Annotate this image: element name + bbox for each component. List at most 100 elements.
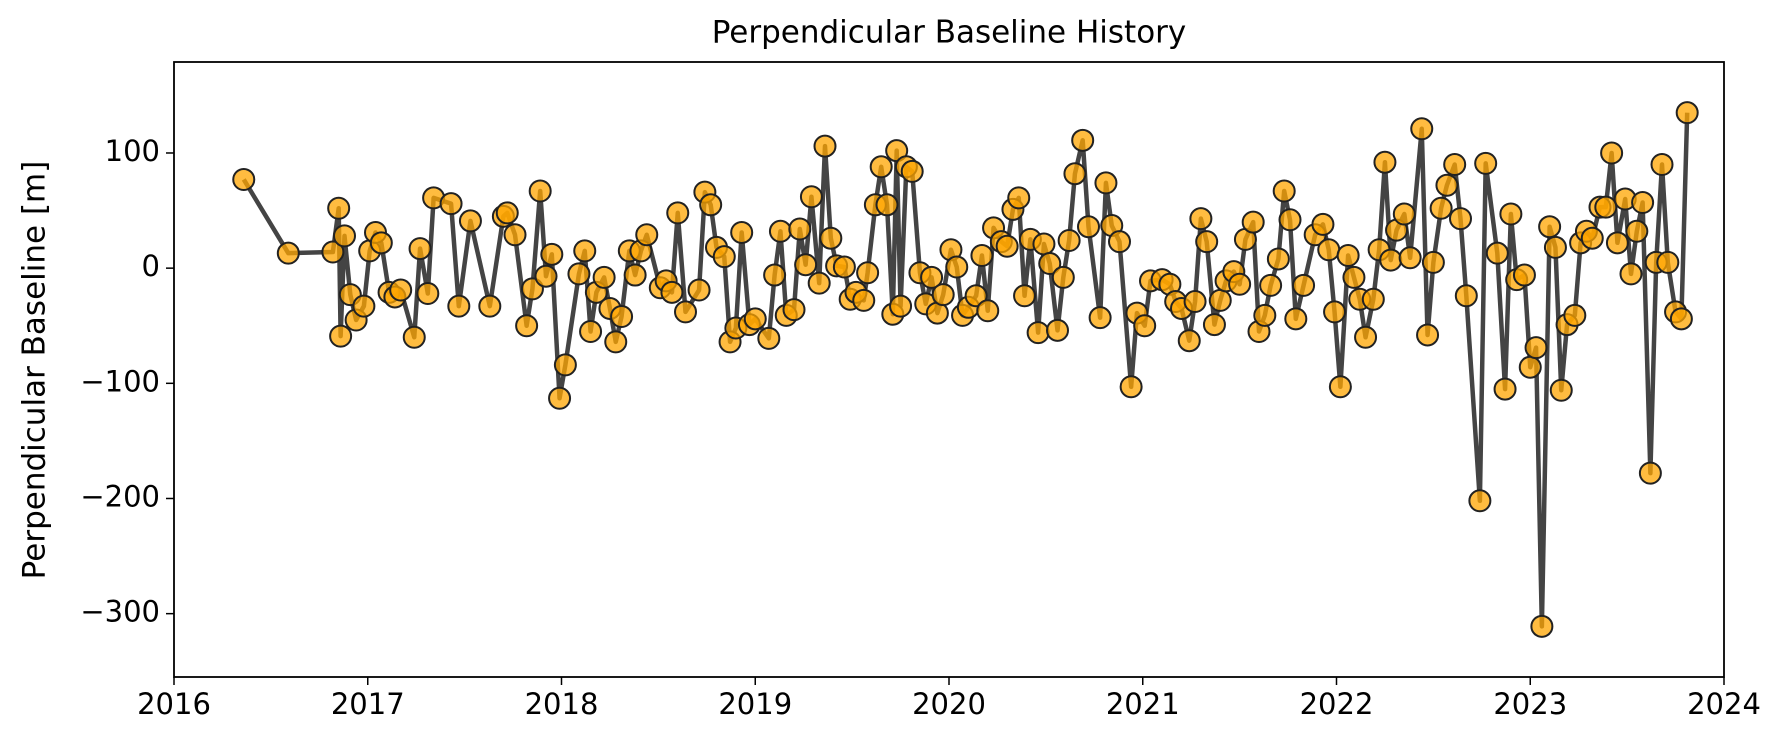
- data-point: [1392, 202, 1416, 226]
- data-point: [712, 245, 736, 269]
- data-point: [579, 319, 603, 343]
- y-tick-label: 100: [105, 134, 160, 168]
- data-point: [1625, 219, 1649, 243]
- data-point: [1119, 375, 1143, 399]
- data-point: [604, 330, 628, 354]
- data-point: [1108, 230, 1131, 254]
- data-point: [889, 294, 913, 318]
- data-point: [763, 263, 787, 287]
- x-tick-label: 2018: [525, 687, 599, 721]
- data-point: [1619, 262, 1643, 286]
- data-point: [439, 192, 463, 216]
- series-line: [241, 112, 1690, 629]
- data-point: [1202, 313, 1226, 337]
- x-tick-label: 2019: [718, 687, 792, 721]
- x-tick-label: 2024: [1687, 687, 1761, 721]
- data-point: [534, 264, 558, 288]
- data-point: [1650, 153, 1674, 176]
- data-point: [1241, 210, 1265, 234]
- data-point: [1177, 329, 1201, 353]
- data-point: [1638, 461, 1662, 485]
- data-point: [819, 226, 843, 250]
- data-point: [1032, 232, 1056, 256]
- data-point: [1499, 202, 1523, 226]
- data-point: [970, 243, 994, 267]
- data-point: [369, 231, 393, 255]
- data-point: [1026, 321, 1050, 345]
- data-point: [1416, 323, 1440, 347]
- data-point: [327, 196, 351, 220]
- data-point: [515, 314, 539, 338]
- data-point: [832, 255, 856, 279]
- data-point: [1183, 290, 1207, 314]
- data-point: [1449, 207, 1472, 231]
- data-point: [1443, 153, 1467, 176]
- data-point: [1669, 307, 1693, 331]
- data-point: [276, 241, 300, 265]
- plot-frame: [173, 61, 1725, 678]
- data-point: [389, 278, 413, 302]
- data-point: [1512, 263, 1536, 287]
- data-point: [1088, 306, 1112, 330]
- data-point: [610, 305, 634, 329]
- data-point: [1266, 247, 1290, 271]
- data-point: [1038, 252, 1062, 276]
- data-point: [730, 220, 754, 244]
- x-tick-label: 2021: [1106, 687, 1180, 721]
- data-point: [1361, 287, 1385, 311]
- data-point: [416, 281, 440, 305]
- data-point: [1631, 191, 1655, 215]
- data-point: [782, 298, 806, 322]
- data-point: [699, 193, 723, 217]
- data-point: [799, 185, 823, 209]
- data-point: [687, 278, 711, 302]
- data-point: [458, 209, 482, 233]
- data-point: [1379, 248, 1403, 272]
- data-point: [1518, 355, 1542, 379]
- data-point: [495, 201, 519, 225]
- data-point: [1051, 265, 1075, 289]
- data-point: [1538, 215, 1562, 239]
- data-point: [402, 325, 426, 349]
- data-point: [540, 242, 564, 266]
- data-point: [1189, 207, 1213, 231]
- data-point: [1208, 288, 1232, 312]
- data-point: [920, 265, 944, 289]
- data-point: [1398, 246, 1422, 270]
- data-point: [1580, 226, 1604, 250]
- data-point: [1594, 195, 1618, 219]
- data-point: [447, 294, 471, 318]
- data-point: [1468, 489, 1492, 513]
- data-point: [794, 253, 818, 277]
- data-point: [743, 307, 767, 331]
- data-point: [1323, 300, 1347, 324]
- data-point: [1435, 173, 1459, 197]
- data-point: [1284, 307, 1308, 331]
- data-point: [660, 280, 684, 304]
- data-point: [528, 179, 552, 203]
- data-point: [329, 324, 353, 348]
- data-point: [995, 234, 1019, 258]
- data-point: [931, 283, 955, 307]
- data-point: [976, 299, 1000, 323]
- y-tick-label: −100: [80, 364, 160, 398]
- data-point: [1675, 101, 1699, 125]
- data-point: [1057, 229, 1081, 253]
- data-point: [964, 284, 988, 308]
- data-point: [788, 217, 812, 241]
- data-point: [1046, 318, 1069, 342]
- data-point: [232, 167, 256, 191]
- data-point: [408, 237, 432, 261]
- data-point: [1292, 273, 1316, 297]
- data-point: [1600, 141, 1624, 165]
- data-point: [757, 326, 781, 350]
- data-point: [1228, 272, 1252, 296]
- data-point: [1328, 375, 1352, 399]
- data-point: [503, 223, 527, 247]
- data-point: [1524, 336, 1548, 360]
- y-tick-label: −200: [80, 479, 160, 513]
- data-point: [1421, 250, 1445, 274]
- data-point: [333, 224, 356, 248]
- data-point: [1530, 614, 1554, 638]
